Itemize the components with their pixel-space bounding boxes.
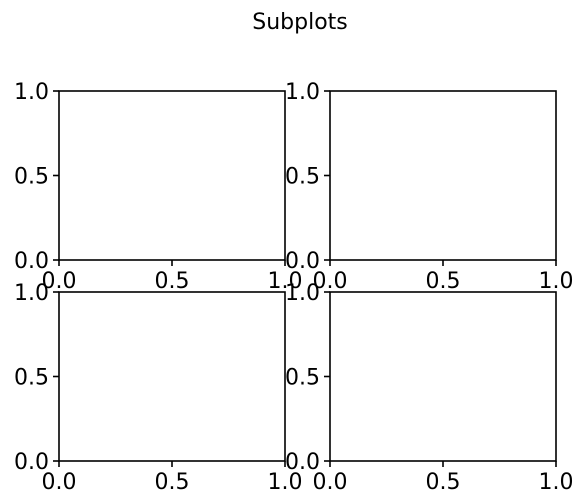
x-tick-label: 0.5 (426, 470, 461, 495)
x-tick-label: 0.0 (42, 470, 77, 495)
y-tick-label: 1.0 (285, 281, 320, 306)
y-tick-label: 0.0 (285, 249, 320, 274)
subplot-3: 0.0 0.5 1.0 0.0 0.5 1.0 (14, 281, 303, 495)
x-tick-label: 0.5 (426, 269, 461, 294)
axes-frame (58, 90, 286, 261)
y-tick-label: 1.0 (14, 281, 49, 306)
y-tick-label: 0.5 (14, 366, 49, 391)
figure-title: Subplots (252, 10, 348, 35)
x-tick-label: 0.5 (155, 269, 190, 294)
y-tick-label: 0.0 (14, 249, 49, 274)
y-tick-label: 0.5 (285, 165, 320, 190)
axes-frame (329, 90, 557, 261)
x-tick-label: 1.0 (539, 470, 574, 495)
subplot-4: 0.0 0.5 1.0 0.0 0.5 1.0 (285, 281, 574, 495)
x-tick-label: 0.0 (313, 269, 348, 294)
x-tick-label: 1.0 (268, 470, 303, 495)
x-tick-label: 0.0 (42, 269, 77, 294)
x-tick-label: 1.0 (539, 269, 574, 294)
y-tick-label: 0.0 (285, 450, 320, 475)
y-tick-label: 1.0 (14, 80, 49, 105)
axes-frame (58, 291, 286, 462)
x-tick-label: 1.0 (268, 269, 303, 294)
y-tick-label: 1.0 (285, 80, 320, 105)
subplot-grid: 0.0 0.5 1.00.00.51.00.0 0.5 1.00.00.51.00.0 0… (14, 80, 574, 495)
axes-frame (329, 291, 557, 462)
y-tick-label: 0.0 (14, 450, 49, 475)
y-tick-label: 0.5 (285, 366, 320, 391)
y-tick-label: 0.5 (14, 165, 49, 190)
x-tick-label: 0.5 (155, 470, 190, 495)
subplot-2: 0.0 0.5 1.0 0.0 0.5 1.0 (285, 80, 574, 294)
subplot-1: 0.0 0.5 1.0 0.0 0.5 1.0 (14, 80, 303, 294)
x-tick-label: 0.0 (313, 470, 348, 495)
